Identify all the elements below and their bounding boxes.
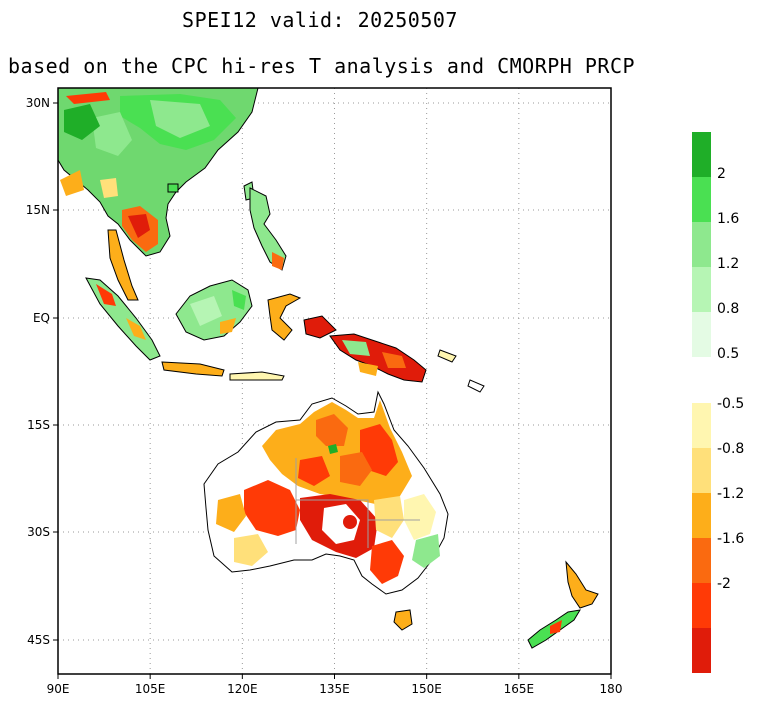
colorbar-label: -2 [717,576,731,592]
colorbar-swatch [692,583,711,628]
colorbar-swatch [692,448,711,493]
colorbar-swatch [692,177,711,222]
x-tick-label: 150E [411,682,442,696]
colorbar-label: -0.8 [717,441,744,457]
colorbar-swatch [692,628,711,673]
colorbar-swatch [692,312,711,357]
x-tick-label: 180 [600,682,623,696]
new-zealand-north [565,560,599,609]
y-tick-label: 15N [26,203,50,217]
colorbar-label: 0.8 [717,301,739,317]
map-plot-area [58,88,611,674]
y-tick-label: EQ [33,311,50,325]
y-tick-label: 30N [26,96,50,110]
colorbar-swatch [692,538,711,583]
colorbar-wet: 2 1.6 1.2 0.8 0.5 [692,132,739,362]
y-axis-labels: 30N 15N EQ 15S 30S 45S [26,96,58,647]
y-tick-label: 45S [27,633,50,647]
y-tick-label: 15S [27,418,50,432]
colorbar-swatch [692,493,711,538]
colorbar-label: -0.5 [717,396,744,412]
colorbar-swatch [692,267,711,312]
colorbar-swatch [692,132,711,177]
colorbar-label: -1.6 [717,531,744,547]
x-tick-label: 90E [47,682,70,696]
colorbar-swatch [692,403,711,448]
sulawesi [267,293,302,341]
colorbar-dry: -0.5 -0.8 -1.2 -1.6 -2 [692,396,744,673]
asia-mainland [58,88,259,301]
colorbar-swatch [692,222,711,267]
colorbar-label: 1.6 [717,211,739,227]
map-title: SPEI12 valid: 20250507 [182,8,458,32]
x-tick-label: 135E [319,682,350,696]
colorbar-label: -1.2 [717,486,744,502]
map-subtitle: based on the CPC hi-res T analysis and C… [8,54,636,78]
java [161,361,225,377]
x-tick-label: 105E [135,682,166,696]
grid-lines [58,88,611,674]
x-tick-label: 120E [227,682,258,696]
colorbar-label: 0.5 [717,346,739,362]
philippines [249,187,287,271]
colorbar-label: 2 [717,166,726,182]
y-tick-label: 30S [27,525,50,539]
colorbar-label: 1.2 [717,256,739,272]
x-tick-label: 165E [504,682,535,696]
x-axis-labels: 90E 105E 120E 135E 150E 165E 180 [47,674,623,696]
